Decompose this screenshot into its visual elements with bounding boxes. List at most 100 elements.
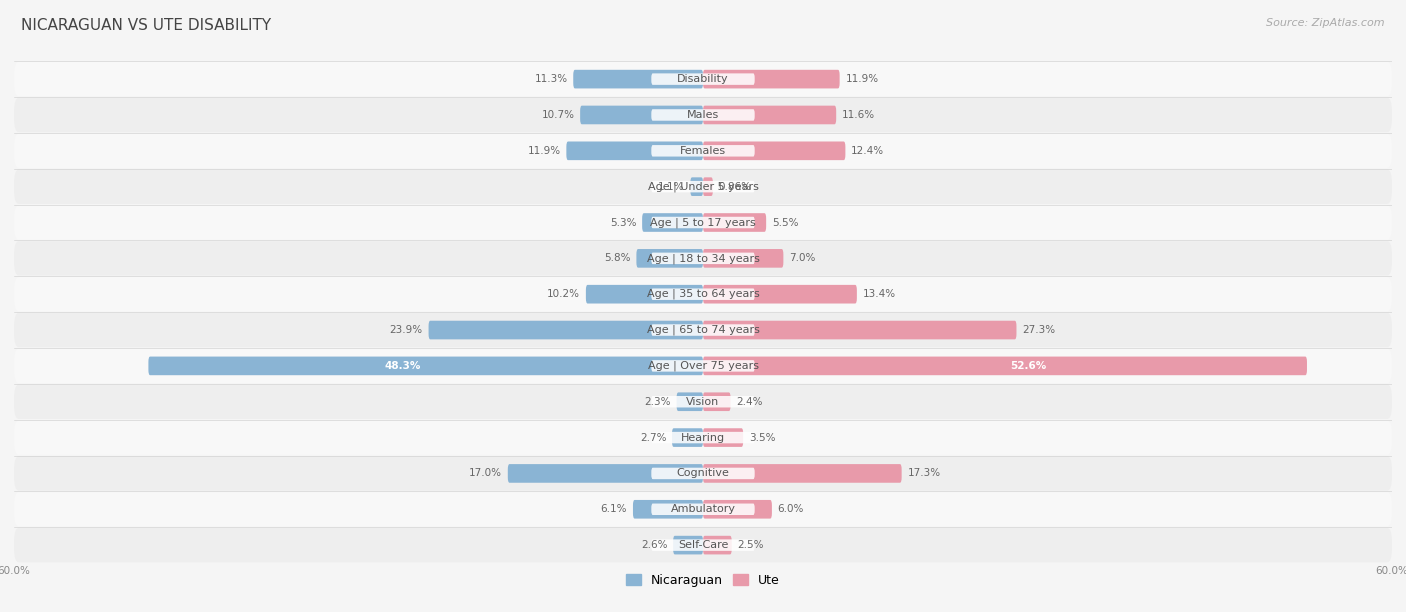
FancyBboxPatch shape <box>703 464 901 483</box>
FancyBboxPatch shape <box>14 277 1392 312</box>
Text: 5.5%: 5.5% <box>772 217 799 228</box>
Text: 2.6%: 2.6% <box>641 540 668 550</box>
FancyBboxPatch shape <box>703 213 766 232</box>
Text: 11.9%: 11.9% <box>527 146 561 156</box>
FancyBboxPatch shape <box>574 70 703 89</box>
FancyBboxPatch shape <box>703 177 713 196</box>
Text: 2.3%: 2.3% <box>644 397 671 407</box>
FancyBboxPatch shape <box>703 321 1017 340</box>
Text: Age | 65 to 74 years: Age | 65 to 74 years <box>647 325 759 335</box>
FancyBboxPatch shape <box>508 464 703 483</box>
Text: 17.3%: 17.3% <box>907 468 941 479</box>
Text: Age | Over 75 years: Age | Over 75 years <box>648 360 758 371</box>
FancyBboxPatch shape <box>643 213 703 232</box>
Text: 11.3%: 11.3% <box>534 74 568 84</box>
Text: Ambulatory: Ambulatory <box>671 504 735 514</box>
FancyBboxPatch shape <box>14 528 1392 562</box>
Text: 13.4%: 13.4% <box>863 289 896 299</box>
FancyBboxPatch shape <box>633 500 703 518</box>
FancyBboxPatch shape <box>651 109 755 121</box>
Text: 6.0%: 6.0% <box>778 504 804 514</box>
Text: 2.5%: 2.5% <box>738 540 763 550</box>
FancyBboxPatch shape <box>676 392 703 411</box>
FancyBboxPatch shape <box>651 360 755 371</box>
Text: 52.6%: 52.6% <box>1010 361 1046 371</box>
Text: Vision: Vision <box>686 397 720 407</box>
FancyBboxPatch shape <box>14 420 1392 455</box>
Text: Males: Males <box>688 110 718 120</box>
Text: Hearing: Hearing <box>681 433 725 442</box>
Text: 0.86%: 0.86% <box>718 182 752 192</box>
FancyBboxPatch shape <box>14 349 1392 383</box>
FancyBboxPatch shape <box>703 141 845 160</box>
FancyBboxPatch shape <box>637 249 703 267</box>
FancyBboxPatch shape <box>651 288 755 300</box>
FancyBboxPatch shape <box>14 384 1392 419</box>
Text: 7.0%: 7.0% <box>789 253 815 263</box>
Text: Age | 5 to 17 years: Age | 5 to 17 years <box>650 217 756 228</box>
Text: 23.9%: 23.9% <box>389 325 423 335</box>
FancyBboxPatch shape <box>703 285 856 304</box>
Text: Self-Care: Self-Care <box>678 540 728 550</box>
FancyBboxPatch shape <box>703 106 837 124</box>
FancyBboxPatch shape <box>651 324 755 336</box>
FancyBboxPatch shape <box>14 98 1392 132</box>
Text: 11.9%: 11.9% <box>845 74 879 84</box>
Text: Age | Under 5 years: Age | Under 5 years <box>648 181 758 192</box>
FancyBboxPatch shape <box>703 500 772 518</box>
Text: Females: Females <box>681 146 725 156</box>
FancyBboxPatch shape <box>651 432 755 443</box>
Text: 5.3%: 5.3% <box>610 217 637 228</box>
Text: 10.7%: 10.7% <box>541 110 575 120</box>
Text: 11.6%: 11.6% <box>842 110 875 120</box>
FancyBboxPatch shape <box>703 70 839 89</box>
FancyBboxPatch shape <box>429 321 703 340</box>
FancyBboxPatch shape <box>651 396 755 408</box>
FancyBboxPatch shape <box>586 285 703 304</box>
FancyBboxPatch shape <box>672 428 703 447</box>
FancyBboxPatch shape <box>651 253 755 264</box>
FancyBboxPatch shape <box>14 241 1392 275</box>
FancyBboxPatch shape <box>567 141 703 160</box>
Text: 27.3%: 27.3% <box>1022 325 1056 335</box>
Text: 5.8%: 5.8% <box>605 253 631 263</box>
FancyBboxPatch shape <box>581 106 703 124</box>
FancyBboxPatch shape <box>651 145 755 157</box>
FancyBboxPatch shape <box>651 468 755 479</box>
FancyBboxPatch shape <box>14 492 1392 526</box>
FancyBboxPatch shape <box>14 313 1392 347</box>
Text: 10.2%: 10.2% <box>547 289 581 299</box>
Text: Source: ZipAtlas.com: Source: ZipAtlas.com <box>1267 18 1385 28</box>
FancyBboxPatch shape <box>703 357 1308 375</box>
Text: Age | 35 to 64 years: Age | 35 to 64 years <box>647 289 759 299</box>
Legend: Nicaraguan, Ute: Nicaraguan, Ute <box>621 569 785 592</box>
Text: 12.4%: 12.4% <box>851 146 884 156</box>
FancyBboxPatch shape <box>14 205 1392 240</box>
Text: 6.1%: 6.1% <box>600 504 627 514</box>
Text: Cognitive: Cognitive <box>676 468 730 479</box>
Text: 2.4%: 2.4% <box>737 397 763 407</box>
FancyBboxPatch shape <box>14 170 1392 204</box>
FancyBboxPatch shape <box>14 456 1392 491</box>
FancyBboxPatch shape <box>14 133 1392 168</box>
Text: 1.1%: 1.1% <box>658 182 685 192</box>
FancyBboxPatch shape <box>651 539 755 551</box>
Text: 2.7%: 2.7% <box>640 433 666 442</box>
Text: Age | 18 to 34 years: Age | 18 to 34 years <box>647 253 759 264</box>
FancyBboxPatch shape <box>703 249 783 267</box>
FancyBboxPatch shape <box>703 392 731 411</box>
FancyBboxPatch shape <box>14 62 1392 96</box>
Text: 48.3%: 48.3% <box>385 361 420 371</box>
Text: Disability: Disability <box>678 74 728 84</box>
FancyBboxPatch shape <box>703 536 731 554</box>
Text: NICARAGUAN VS UTE DISABILITY: NICARAGUAN VS UTE DISABILITY <box>21 18 271 34</box>
FancyBboxPatch shape <box>149 357 703 375</box>
FancyBboxPatch shape <box>673 536 703 554</box>
FancyBboxPatch shape <box>651 504 755 515</box>
FancyBboxPatch shape <box>690 177 703 196</box>
FancyBboxPatch shape <box>651 73 755 85</box>
FancyBboxPatch shape <box>651 181 755 192</box>
Text: 17.0%: 17.0% <box>470 468 502 479</box>
FancyBboxPatch shape <box>651 217 755 228</box>
Text: 3.5%: 3.5% <box>749 433 776 442</box>
